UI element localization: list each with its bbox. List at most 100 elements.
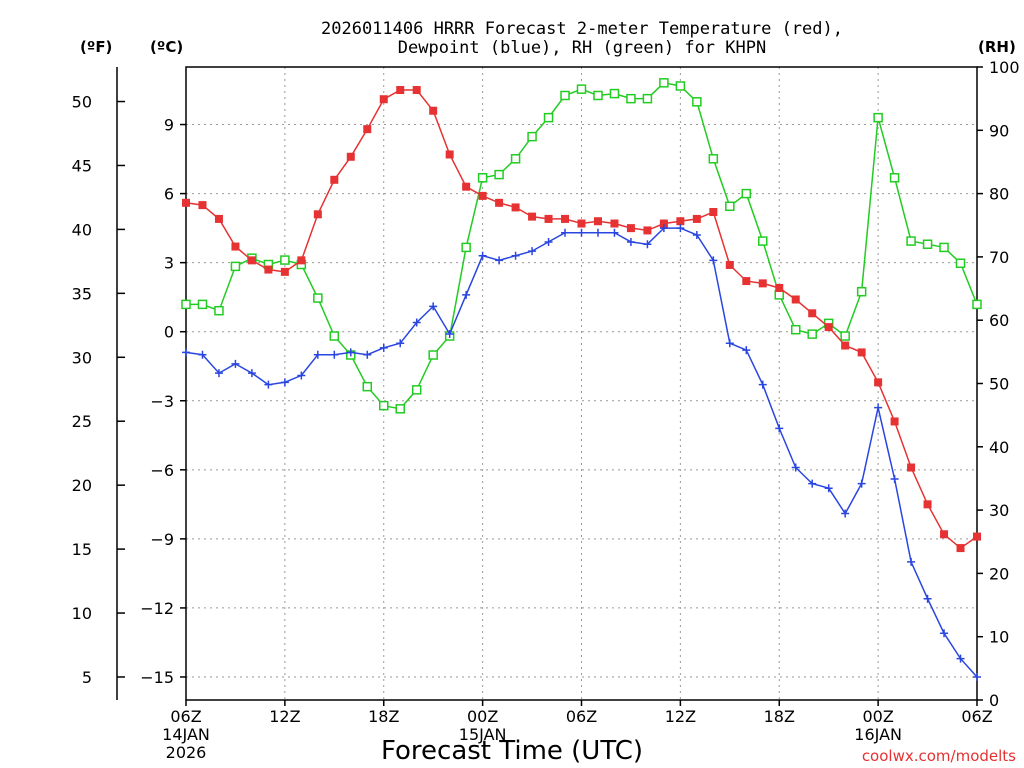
- time-tick-year-0: 2026: [166, 743, 207, 762]
- temperature-point-21: [528, 212, 537, 221]
- series-temperature: [182, 86, 981, 553]
- celsius-tick-label-5: −6: [150, 461, 174, 480]
- fahrenheit-tick-label-5: 25: [72, 412, 92, 431]
- dewpoint-point-39: [824, 484, 833, 493]
- temperature-point-8: [313, 210, 322, 219]
- rh-point-27: [626, 93, 636, 104]
- rh-point-46: [939, 242, 949, 253]
- rh-point-33: [725, 201, 735, 212]
- temperature-point-41: [857, 348, 866, 357]
- temperature-point-33: [725, 260, 734, 269]
- rh-point-1: [197, 299, 208, 310]
- dewpoint-point-35: [758, 380, 767, 389]
- rh-point-6: [280, 255, 290, 265]
- temperature-point-2: [214, 214, 223, 223]
- dewpoint-point-10: [346, 348, 355, 357]
- dewpoint-point-24: [577, 228, 586, 237]
- dewpoint-point-33: [725, 339, 734, 348]
- rh-tick-label-9: 10: [989, 628, 1009, 647]
- rh-point-28: [642, 93, 653, 104]
- dewpoint-point-14: [412, 318, 421, 327]
- rh-point-41: [856, 286, 867, 297]
- temperature-point-12: [379, 95, 388, 104]
- rh-tick-label-4: 60: [989, 311, 1009, 330]
- time-tick-label-6: 18Z: [764, 707, 795, 726]
- dewpoint-point-37: [791, 463, 800, 472]
- temperature-point-31: [692, 214, 701, 223]
- time-tick-label-7: 00Z: [862, 707, 893, 726]
- rh-point-31: [692, 97, 702, 107]
- rh-tick-label-3: 70: [989, 248, 1009, 267]
- dewpoint-point-1: [198, 350, 207, 359]
- temperature-point-16: [445, 150, 454, 159]
- rh-point-2: [214, 305, 224, 316]
- celsius-unit-label: (ºC): [150, 38, 183, 56]
- dewpoint-point-0: [182, 348, 190, 357]
- rh-unit-label: (RH): [978, 38, 1016, 56]
- temperature-point-6: [280, 267, 289, 276]
- rh-tick-label-8: 20: [989, 564, 1009, 583]
- time-tick-date-7: 16JAN: [854, 725, 902, 744]
- rh-point-3: [230, 261, 241, 272]
- fahrenheit-tick-label-1: 45: [72, 156, 92, 175]
- dewpoint-point-21: [528, 247, 537, 256]
- rh-point-38: [807, 329, 817, 339]
- dewpoint-point-16: [445, 330, 454, 339]
- temperature-point-20: [511, 203, 520, 212]
- celsius-tick-label-2: 3: [164, 254, 174, 273]
- temperature-point-43: [890, 417, 899, 426]
- time-tick-label-3: 00Z: [467, 707, 498, 726]
- temperature-point-37: [791, 295, 800, 304]
- dewpoint-point-31: [692, 231, 701, 240]
- rh-point-29: [659, 78, 669, 88]
- rh-point-43: [889, 173, 900, 183]
- dewpoint-point-23: [561, 228, 570, 237]
- rh-tick-label-10: 0: [989, 691, 999, 710]
- fahrenheit-axis: 50 45 40 35 30 25 20 15 10 5: [72, 93, 125, 687]
- temperature-point-5: [264, 265, 273, 274]
- temperature-point-27: [626, 224, 635, 233]
- temperature-point-23: [561, 214, 570, 223]
- dewpoint-point-12: [379, 343, 388, 352]
- temperature-point-7: [297, 256, 306, 265]
- dewpoint-point-18: [478, 251, 487, 260]
- dewpoint-point-26: [610, 228, 619, 237]
- rh-point-23: [560, 90, 570, 101]
- time-tick-date-3: 15JAN: [459, 725, 507, 744]
- temperature-point-17: [462, 182, 471, 191]
- temperature-point-40: [841, 341, 850, 350]
- dewpoint-point-27: [626, 237, 635, 246]
- temperature-point-14: [412, 86, 421, 95]
- dewpoint-point-11: [363, 350, 372, 359]
- rh-tick-label-6: 40: [989, 438, 1009, 457]
- temperature-point-18: [478, 191, 487, 200]
- dewpoint-point-40: [841, 509, 850, 518]
- fahrenheit-tick-label-8: 10: [72, 604, 92, 623]
- temperature-point-45: [923, 500, 932, 509]
- celsius-tick-label-1: 6: [164, 185, 174, 204]
- celsius-tick-label-4: −3: [150, 392, 174, 411]
- rh-point-8: [313, 293, 323, 303]
- rh-point-11: [362, 381, 373, 392]
- fahrenheit-unit-label: (ºF): [80, 38, 112, 56]
- dewpoint-point-46: [940, 629, 949, 638]
- rh-point-25: [593, 90, 603, 101]
- rh-point-44: [906, 236, 916, 246]
- temperature-point-39: [824, 323, 833, 332]
- fahrenheit-tick-label-0: 50: [72, 93, 92, 112]
- dewpoint-point-20: [511, 251, 520, 260]
- dewpoint-point-28: [643, 240, 652, 249]
- time-tick-label-1: 12Z: [269, 707, 300, 726]
- time-tick-label-8: 06Z: [961, 707, 992, 726]
- rh-point-47: [955, 258, 966, 268]
- temperature-point-30: [676, 217, 685, 226]
- fahrenheit-tick-label-4: 30: [72, 348, 92, 367]
- rh-point-9: [329, 331, 340, 341]
- rh-point-20: [510, 154, 521, 164]
- rh-point-17: [461, 242, 471, 253]
- temperature-point-48: [973, 532, 981, 541]
- dewpoint-point-4: [247, 369, 256, 378]
- rh-point-30: [675, 81, 686, 91]
